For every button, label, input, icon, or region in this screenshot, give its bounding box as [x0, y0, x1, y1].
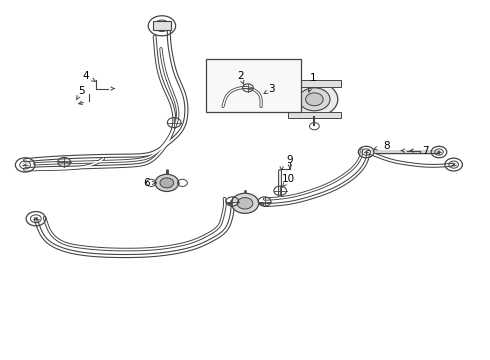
Circle shape: [299, 88, 330, 111]
Circle shape: [231, 193, 259, 213]
Text: 10: 10: [281, 174, 294, 184]
Circle shape: [155, 174, 178, 192]
Text: 6: 6: [143, 178, 149, 188]
Text: 4: 4: [83, 71, 90, 81]
Text: 1: 1: [310, 73, 317, 83]
Bar: [206, 59, 301, 112]
Bar: [288, 80, 341, 87]
Text: 8: 8: [383, 140, 390, 150]
Text: 9: 9: [287, 155, 293, 165]
Circle shape: [306, 93, 323, 106]
Text: 2: 2: [237, 71, 244, 81]
Circle shape: [291, 82, 338, 117]
Bar: [153, 22, 171, 30]
Text: 3: 3: [269, 84, 275, 94]
Text: 7: 7: [422, 145, 429, 156]
Circle shape: [270, 95, 282, 104]
Circle shape: [237, 198, 253, 209]
Circle shape: [160, 178, 173, 188]
Text: 5: 5: [78, 86, 85, 96]
Bar: [288, 112, 341, 118]
